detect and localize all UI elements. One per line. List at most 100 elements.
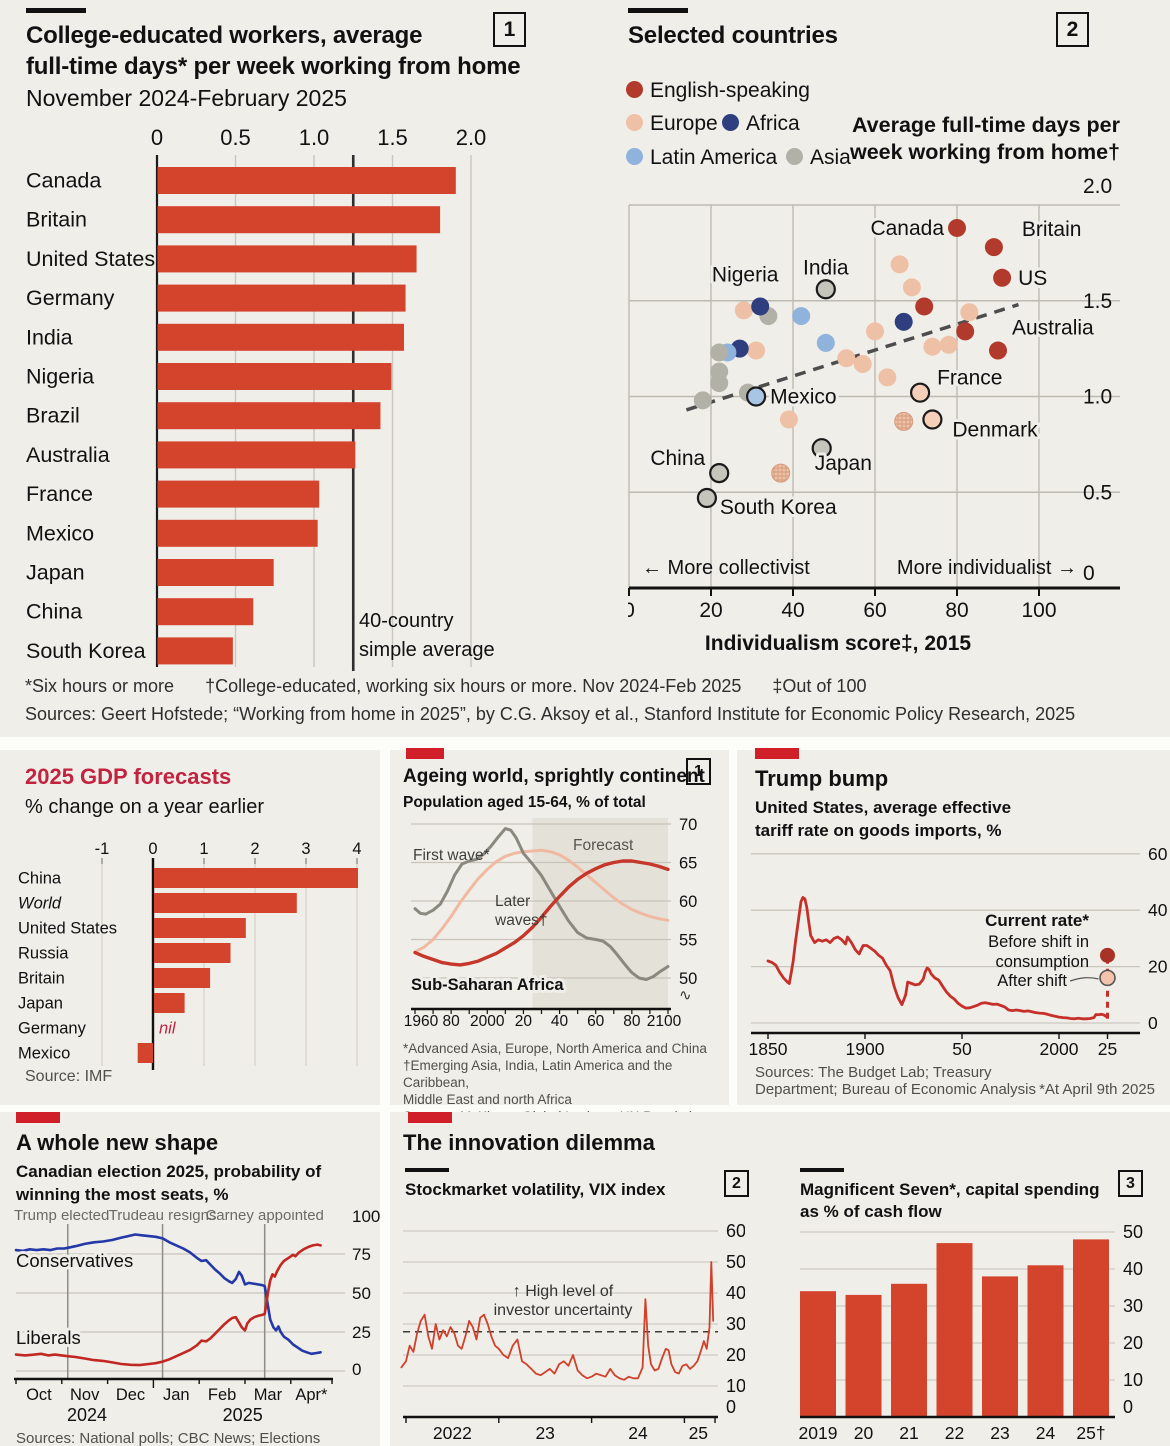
bar (154, 943, 231, 963)
bar (1073, 1239, 1109, 1417)
x-tick-label: 1960 (404, 1013, 439, 1030)
legend-label-english: English-speaking (650, 79, 810, 102)
kicker-rule-right (628, 8, 688, 13)
y-tick-label: 75 (352, 1245, 371, 1264)
x-tick-label: 20 (854, 1423, 874, 1443)
y-tick-label: 0.5 (1083, 481, 1112, 504)
bar-label: France (26, 482, 93, 506)
bar-label: United States (26, 247, 155, 271)
scatter-point (922, 409, 943, 430)
canada-title: A whole new shape (16, 1130, 219, 1155)
point-label: France (937, 367, 1002, 390)
nil-label: nil (159, 1020, 177, 1038)
bar-label: China (26, 600, 82, 624)
x-tick-label: 60 (863, 599, 886, 622)
y-tick-label: 50 (679, 970, 697, 988)
x-tick-label: Mar (254, 1386, 283, 1404)
scatter-axis-title-line2: week working from home† (849, 140, 1120, 164)
x-tick-label: 0.5 (220, 125, 251, 150)
point-label: Britain (1022, 218, 1082, 241)
y-tick-label: 60 (679, 893, 697, 911)
scatter-point (792, 307, 811, 326)
canada-subtitle-line2: winning the most seats, % (16, 1185, 229, 1204)
annotation: Current rate* (985, 911, 1089, 930)
scatter-point (948, 218, 966, 237)
annotation: investor uncertainty (494, 1302, 633, 1319)
mag7-rule (800, 1168, 844, 1172)
scatter-point (734, 301, 753, 320)
average-annotation: simple average (359, 639, 495, 661)
bar (157, 245, 417, 273)
scatter-point (894, 312, 913, 331)
footnote-2: †College-educated, working six hours or … (205, 676, 742, 696)
x-tick-label: Oct (26, 1386, 52, 1404)
bar (891, 1283, 927, 1417)
scatter-point (815, 279, 836, 300)
tariff-line-chart: 0 20 40 60 1850 1900 50 2000 25 Current rate* Befo… (749, 844, 1168, 1059)
bar-label: China (18, 870, 62, 888)
y-tick-label: 0 (726, 1397, 736, 1417)
x-tick-label: 2019 (799, 1423, 838, 1443)
x-tick-label: 80 (945, 599, 968, 622)
legend-label-asia: Asia (810, 146, 851, 169)
scatter-point (910, 382, 931, 403)
y-tick-label: 100 (352, 1210, 380, 1226)
scatter-point (779, 410, 798, 429)
series-label: Liberals (16, 1327, 81, 1348)
bar-label: Britain (18, 970, 65, 988)
bar (157, 167, 456, 194)
x-tick-label: 2022 (433, 1423, 472, 1443)
x-tick-label: 3 (301, 840, 310, 858)
x-tick-label: 80 (443, 1013, 461, 1030)
scatter-point (696, 487, 718, 509)
scatter-point (960, 303, 979, 322)
x-tick-label: 60 (587, 1013, 605, 1030)
bar-label: Canada (26, 169, 101, 193)
y-tick-label: 60 (726, 1221, 745, 1241)
scatter-point (915, 297, 934, 316)
before-shift-dot (1100, 947, 1115, 963)
bar (157, 323, 404, 351)
y-tick-label: 0 (1083, 562, 1095, 585)
bar (845, 1294, 882, 1417)
y-tick-label: 30 (1123, 1296, 1143, 1316)
scatter-point (710, 374, 729, 393)
annotation: consumption (995, 953, 1089, 971)
series-label: Conservatives (16, 1250, 133, 1271)
x-tick-label: 25 (1098, 1039, 1117, 1059)
top-sources: Sources: Geert Hofstede; “Working from h… (25, 704, 1076, 724)
y-tick-label: 0 (1123, 1397, 1133, 1417)
legend-dot-europe (626, 114, 643, 131)
ageing-number-badge: 1 (686, 758, 711, 785)
series-label: First wave* (413, 847, 490, 864)
point-label: South Korea (720, 496, 837, 519)
scatter-point (984, 238, 1003, 257)
y-tick-label: 0 (1148, 1013, 1158, 1033)
bar-label: Britain (26, 208, 87, 232)
series-line (413, 848, 670, 954)
gdp-subtitle: % change on a year earlier (25, 796, 265, 818)
scatter-point (746, 386, 767, 407)
bar (157, 284, 406, 312)
chart2-number-badge: 2 (1056, 12, 1089, 47)
point-label: Mexico (770, 386, 837, 409)
y-tick-label: 40 (1123, 1259, 1143, 1279)
bar-label: Germany (26, 286, 115, 310)
event-label: Trudeau resigns (109, 1210, 217, 1224)
annotation-individualist: More individualist → (897, 557, 1077, 579)
bar-label: Australia (26, 443, 110, 467)
ageing-title: Ageing world, sprightly continent (403, 766, 705, 787)
mag7-bar-chart: 10 20 30 40 50 0 2019 20 21 22 23 24 25† (799, 1222, 1144, 1443)
point-label: China (650, 447, 705, 470)
scatter-point (890, 255, 909, 274)
x-tick-label: 1900 (846, 1039, 885, 1059)
bar (157, 598, 254, 626)
x-tick-label: 4 (352, 840, 361, 858)
axis-break: ∿ (679, 987, 692, 1004)
scatter-point (747, 341, 766, 360)
bar (154, 968, 211, 988)
scatter-point (771, 463, 791, 483)
year-label: 2025 (223, 1405, 263, 1425)
series-label: Later (495, 893, 530, 910)
x-tick-label: 20 (699, 599, 722, 622)
